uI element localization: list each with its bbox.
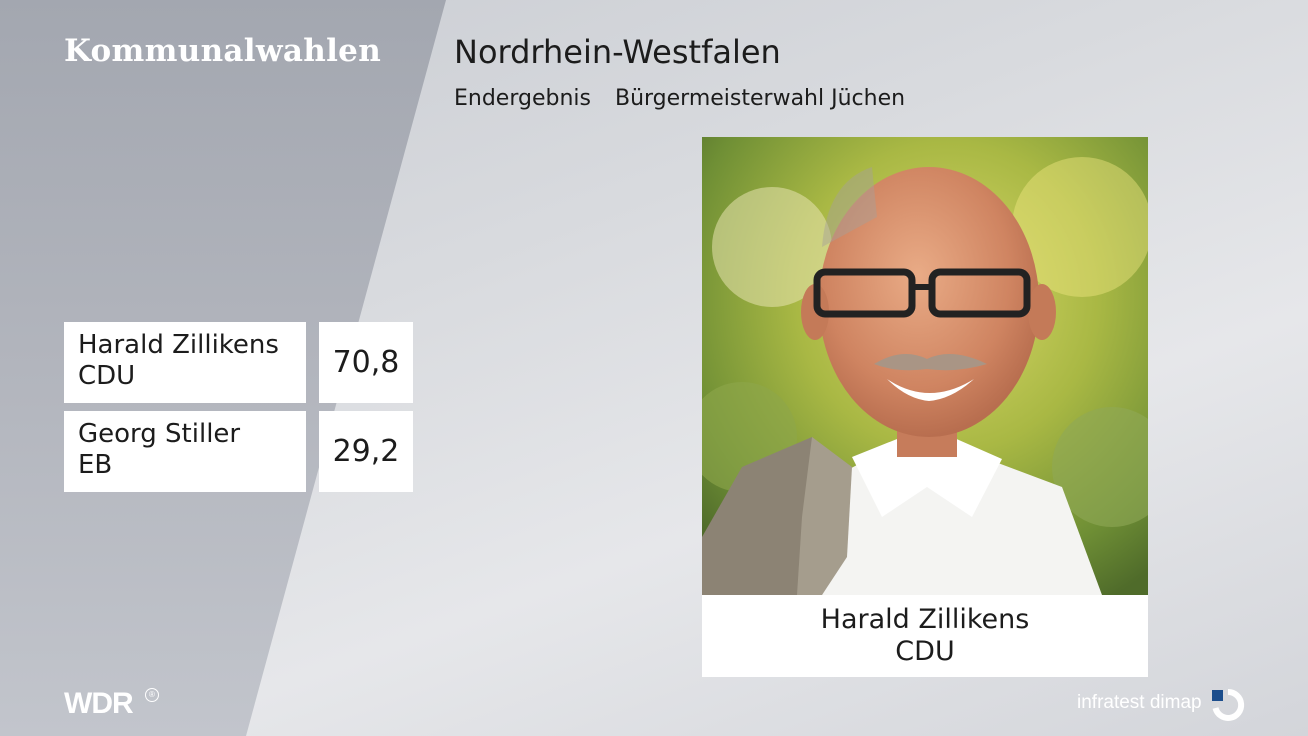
candidate-name-box: Georg Stiller EB [64, 411, 306, 492]
result-row: Harald Zillikens CDU 70,8 [64, 322, 413, 403]
result-row: Georg Stiller EB 29,2 [64, 411, 413, 492]
result-status-label: Endergebnis [454, 86, 591, 111]
wdr-logo: WDR [64, 687, 134, 720]
election-name-label: Bürgermeisterwahl Jüchen [614, 86, 906, 111]
pollster-name: infratest dimap [1077, 692, 1202, 713]
winner-party: CDU [895, 636, 955, 667]
candidate-name: Harald Zillikens [78, 330, 279, 360]
winner-caption: Harald Zillikens CDU [702, 595, 1148, 677]
registered-trademark-icon: ® [145, 688, 159, 702]
candidate-name: Georg Stiller [78, 419, 241, 449]
candidate-percentage: 70,8 [319, 322, 413, 403]
candidate-percentage: 29,2 [319, 411, 413, 492]
candidate-party: CDU [78, 361, 136, 391]
candidate-portrait-photo [702, 137, 1148, 595]
infratest-dimap-logo-icon [1212, 688, 1245, 721]
page-title: Nordrhein-Westfalen [454, 33, 781, 71]
winner-name: Harald Zillikens [820, 604, 1030, 635]
winner-card: Harald Zillikens CDU [702, 137, 1148, 677]
subtitle: Endergebnis Bürgermeisterwahl Jüchen [454, 86, 905, 111]
candidate-name-box: Harald Zillikens CDU [64, 322, 306, 403]
candidate-party: EB [78, 450, 113, 480]
brand-title: Kommunalwahlen [64, 33, 382, 69]
